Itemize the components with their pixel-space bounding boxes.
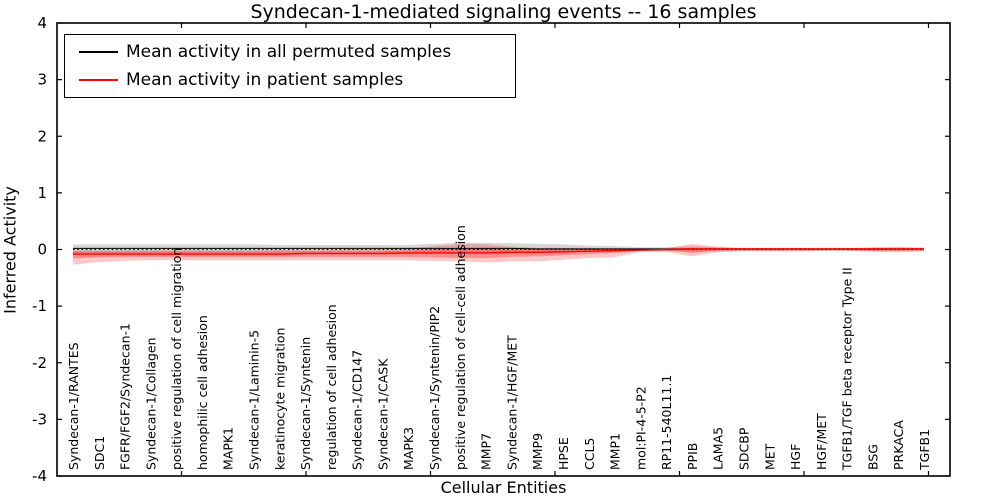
x-category-label: CCL5 <box>582 438 597 470</box>
x-category-label: Syndecan-1/Collagen <box>143 337 158 470</box>
y-tick-label: 1 <box>37 184 47 202</box>
legend-label-patient: Mean activity in patient samples <box>126 69 404 90</box>
x-category-label: Syndecan-1/Laminin-5 <box>247 330 262 470</box>
chart-title: Syndecan-1-mediated signaling events -- … <box>250 1 757 23</box>
legend: Mean activity in all permuted samples Me… <box>64 34 516 98</box>
x-category-label: MMP9 <box>530 433 545 470</box>
y-tick-label: 4 <box>37 14 47 32</box>
x-category-label: Syndecan-1/Syntenin <box>298 337 313 470</box>
x-category-label: BSG <box>865 444 880 470</box>
x-category-label: Syndecan-1/Syntenin/PIP2 <box>427 306 442 470</box>
x-category-label: MET <box>762 443 777 470</box>
x-axis-label: Cellular Entities <box>440 478 567 497</box>
y-tick-label: -1 <box>32 297 47 315</box>
x-category-label: Syndecan-1/CASK <box>375 358 390 470</box>
x-category-label: MMP1 <box>608 433 623 470</box>
legend-line-swatch-permuted <box>79 51 118 54</box>
legend-entry-patient: Mean activity in patient samples <box>79 70 515 90</box>
x-category-label: FGFR/FGF2/Syndecan-1 <box>118 323 133 470</box>
x-category-label: regulation of cell adhesion <box>324 304 339 470</box>
legend-entry-permuted: Mean activity in all permuted samples <box>79 42 515 62</box>
x-category-label: MAPK3 <box>401 427 416 470</box>
x-category-label: HPSE <box>556 437 571 470</box>
band-permuted-samples-range <box>73 242 924 253</box>
x-category-label: Syndecan-1/CD147 <box>350 350 365 470</box>
x-category-label: keratinocyte migration <box>272 328 287 470</box>
x-category-label: MMP7 <box>479 433 494 470</box>
x-category-label: HGF/MET <box>814 413 829 470</box>
legend-label-permuted: Mean activity in all permuted samples <box>126 42 452 63</box>
plot-frame <box>56 22 951 477</box>
legend-line-swatch-patient <box>79 78 118 81</box>
x-category-label: TGFB1 <box>917 429 932 471</box>
x-category-label: TGFB1/TGF beta receptor Type II <box>840 267 855 471</box>
x-category-label: LAMA5 <box>711 427 726 470</box>
x-category-label: positive regulation of cell migration <box>169 248 184 470</box>
y-tick-label: -4 <box>32 467 47 485</box>
y-tick-label: 3 <box>37 71 47 89</box>
x-category-label: MAPK1 <box>221 427 236 470</box>
x-category-label: PRKACA <box>891 420 906 470</box>
x-category-label: homophilic cell adhesion <box>195 315 210 470</box>
x-category-label: Syndecan-1/HGF/MET <box>504 335 519 470</box>
x-category-label: positive regulation of cell-cell adhesio… <box>453 225 468 470</box>
y-tick-label: 0 <box>37 241 47 259</box>
x-category-label: PPIB <box>685 443 700 470</box>
y-tick-label: 2 <box>37 127 47 145</box>
x-category-label: SDC1 <box>92 436 107 470</box>
x-category-label: RP11-540L11.1 <box>659 375 674 470</box>
x-category-label: SDCBP <box>736 427 751 470</box>
y-tick-label: -2 <box>32 354 47 372</box>
y-tick-label: -3 <box>32 410 47 428</box>
x-category-label: HGF <box>788 444 803 470</box>
x-category-label: mol:PI-4-5-P2 <box>633 386 648 470</box>
x-category-label: Syndecan-1/RANTES <box>66 342 81 470</box>
series-patient-line <box>73 248 924 255</box>
